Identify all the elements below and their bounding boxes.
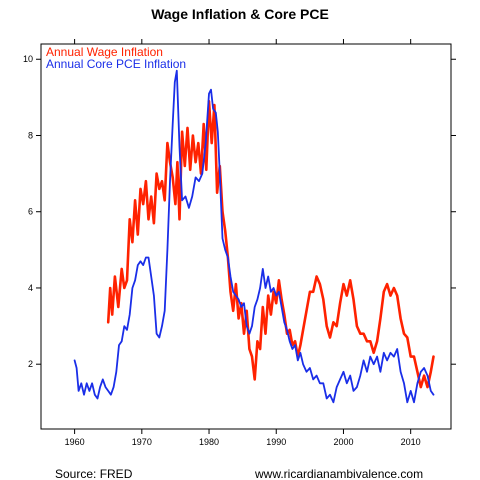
y-tick-label: 6 (28, 207, 33, 217)
y-tick-label: 4 (28, 283, 33, 293)
series-line-core-pce-inflation (73, 69, 435, 404)
website-note: www.ricardianambivalence.com (254, 467, 423, 480)
x-tick-label: 1960 (65, 437, 85, 447)
y-tick-label: 2 (28, 359, 33, 369)
y-tick-label: 8 (28, 130, 33, 140)
x-tick-label: 2000 (333, 437, 353, 447)
series-line-wage-inflation (106, 99, 435, 389)
legend-entry-wage-inflation: Annual Wage Inflation (46, 45, 163, 59)
ticks-layer: 1960 1970 1980 1990 2000 2010 2 4 6 8 10 (23, 39, 456, 447)
x-tick-label: 1970 (132, 437, 152, 447)
chart-title: Wage Inflation & Core PCE (151, 6, 329, 22)
legend-entry-core-pce-inflation: Annual Core PCE Inflation (46, 57, 186, 71)
legend: Annual Wage Inflation Annual Core PCE In… (46, 45, 186, 71)
x-tick-label: 1990 (266, 437, 286, 447)
series-layer (73, 69, 435, 404)
plot-frame (40, 43, 452, 430)
y-tick-label: 10 (23, 54, 33, 64)
x-tick-label: 1980 (199, 437, 219, 447)
source-note: Source: FRED (55, 467, 133, 480)
x-tick-label: 2010 (401, 437, 421, 447)
